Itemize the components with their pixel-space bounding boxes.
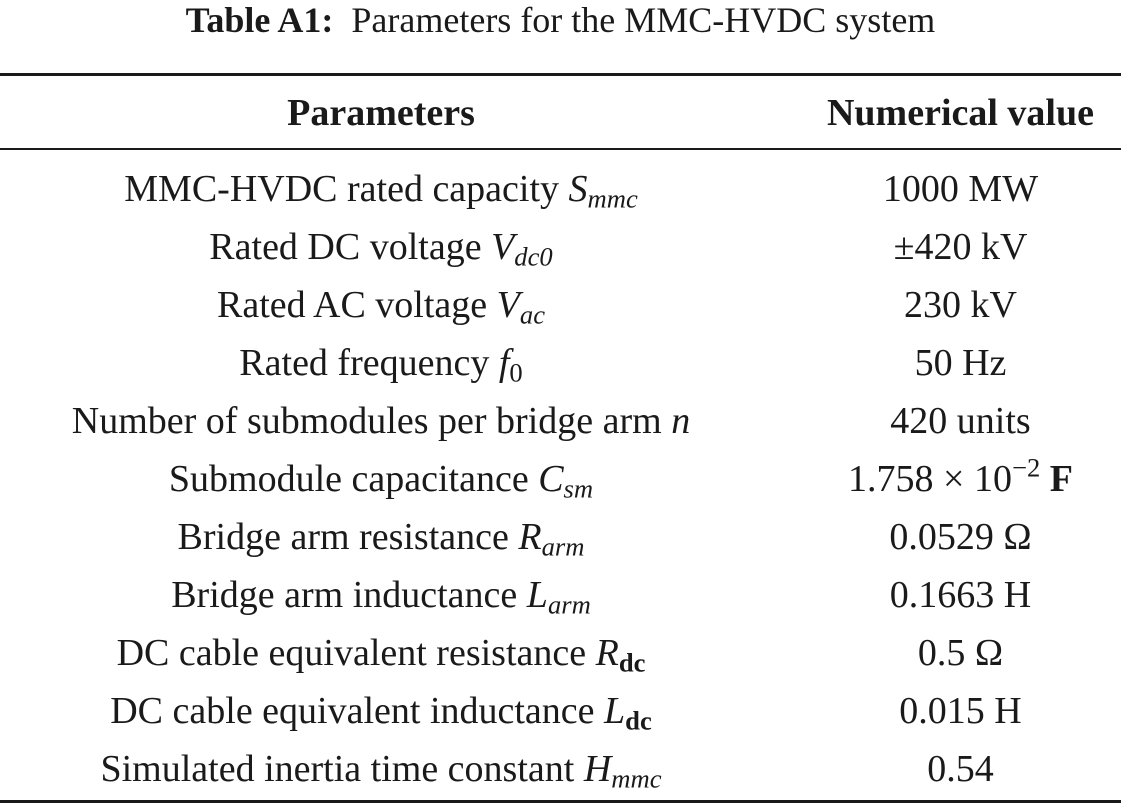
top-rule: [0, 73, 1121, 76]
bottom-rule: [0, 800, 1121, 803]
table-row: MMC-HVDC rated capacity Smmc 1000 MW: [0, 160, 1121, 218]
value-cell: 230 kV: [904, 284, 1017, 326]
parameter-symbol: Larm: [526, 574, 591, 620]
caption-label: Table A1:: [185, 0, 334, 40]
parameter-name: MMC-HVDC rated capacity: [124, 168, 560, 210]
header-rule: [0, 148, 1121, 150]
value-cell: 0.1663 H: [889, 574, 1032, 616]
value-cell: 0.015 H: [899, 690, 1022, 732]
parameter-symbol: Rdc: [595, 632, 646, 678]
parameter-symbol: Ldc: [604, 690, 652, 736]
table-row: Rated AC voltage Vac 230 kV: [0, 276, 1121, 334]
value-cell: 0.5 Ω: [917, 632, 1004, 674]
parameter-cell: Rated AC voltage Vac: [0, 276, 762, 334]
value-cell: 420 units: [890, 400, 1031, 442]
parameter-cell: Rated DC voltage Vdc0: [0, 218, 762, 276]
table-row: DC cable equivalent inductance Ldc 0.015…: [0, 682, 1121, 740]
value-cell: 0.0529 Ω: [889, 516, 1032, 558]
value-cell: 1000 MW: [882, 168, 1039, 210]
table-row: Rated DC voltage Vdc0 ±420 kV: [0, 218, 1121, 276]
parameter-symbol: Rarm: [518, 516, 585, 562]
parameter-symbol: f0: [498, 342, 523, 388]
parameter-name: Bridge arm inductance: [171, 574, 518, 616]
table-row: Submodule capacitance Csm 1.758 × 10−2 F: [0, 450, 1121, 508]
header-parameters: Parameters: [287, 92, 475, 134]
parameter-symbol: Csm: [538, 458, 594, 504]
parameter-symbol: Vdc0: [491, 226, 553, 272]
table-row: Bridge arm inductance Larm 0.1663 H: [0, 566, 1121, 624]
parameter-cell: Bridge arm resistance Rarm: [0, 508, 762, 566]
parameter-cell: MMC-HVDC rated capacity Smmc: [0, 160, 762, 218]
table-caption: Table A1: Parameters for the MMC-HVDC sy…: [0, 0, 1121, 40]
parameter-cell: Submodule capacitance Csm: [0, 450, 762, 508]
parameter-symbol: Smmc: [568, 168, 638, 214]
parameter-symbol: Vac: [496, 284, 545, 330]
value-cell: 50 Hz: [914, 342, 1007, 384]
table-body: MMC-HVDC rated capacity Smmc 1000 MW Rat…: [0, 160, 1121, 798]
value-cell: 0.54: [927, 748, 994, 790]
parameter-symbol: Hmmc: [583, 748, 662, 794]
table-row: Rated frequency f0 50 Hz: [0, 334, 1121, 392]
header-numerical-value: Numerical value: [826, 92, 1094, 134]
table-row: DC cable equivalent resistance Rdc 0.5 Ω: [0, 624, 1121, 682]
value-cell: ±420 kV: [893, 226, 1028, 268]
parameter-name: Rated DC voltage: [209, 226, 482, 268]
parameter-name: Rated frequency: [239, 342, 490, 384]
parameter-cell: DC cable equivalent resistance Rdc: [0, 624, 762, 682]
parameter-cell: Simulated inertia time constant Hmmc: [0, 740, 762, 798]
parameter-symbol: n: [671, 400, 691, 442]
parameter-cell: Rated frequency f0: [0, 334, 762, 392]
table-row: Number of submodules per bridge arm n 42…: [0, 392, 1121, 450]
caption-text: Parameters for the MMC-HVDC system: [351, 0, 936, 40]
parameter-cell: Number of submodules per bridge arm n: [0, 392, 762, 450]
parameter-cell: Bridge arm inductance Larm: [0, 566, 762, 624]
parameter-name: Submodule capacitance: [168, 458, 529, 500]
parameter-name: Number of submodules per bridge arm: [71, 400, 662, 442]
parameter-name: Simulated inertia time constant: [100, 748, 575, 790]
parameter-name: DC cable equivalent resistance: [116, 632, 587, 674]
value-cell: 1.758 × 10−2 F: [848, 452, 1073, 500]
parameter-name: DC cable equivalent inductance: [110, 690, 595, 732]
table-row: Bridge arm resistance Rarm 0.0529 Ω: [0, 508, 1121, 566]
parameter-name: Bridge arm resistance: [177, 516, 509, 558]
parameter-cell: DC cable equivalent inductance Ldc: [0, 682, 762, 740]
table-row: Simulated inertia time constant Hmmc 0.5…: [0, 740, 1121, 798]
parameter-name: Rated AC voltage: [216, 284, 488, 326]
